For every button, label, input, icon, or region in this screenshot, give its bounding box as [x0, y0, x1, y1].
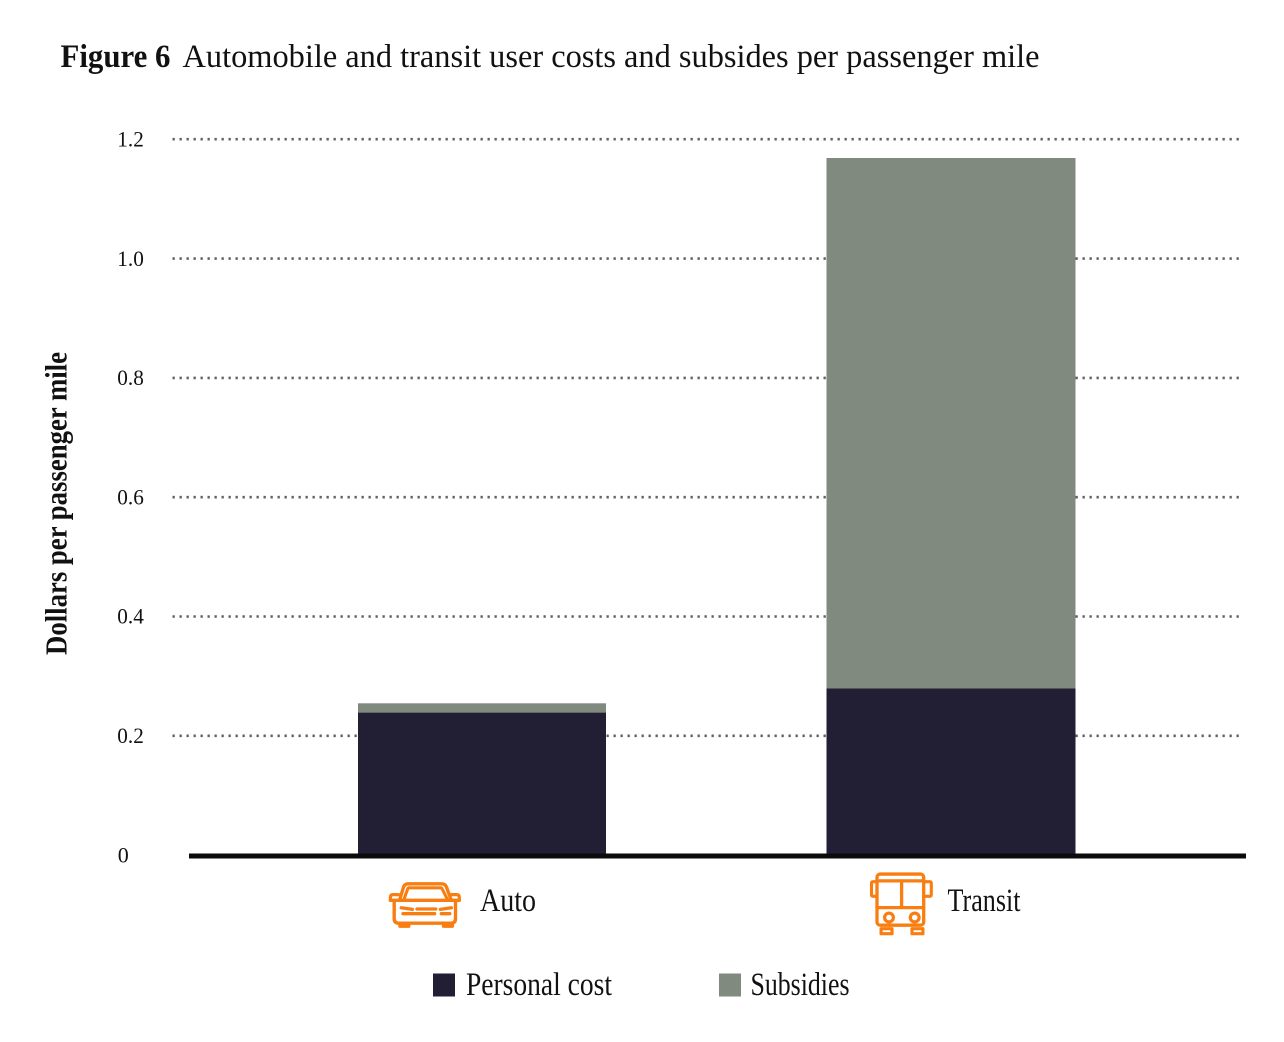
- svg-text:0.8: 0.8: [117, 365, 144, 390]
- svg-text:0.4: 0.4: [117, 604, 144, 629]
- svg-text:0.2: 0.2: [117, 723, 144, 748]
- svg-text:1.0: 1.0: [117, 246, 144, 271]
- svg-text:Figure 6: Figure 6: [61, 39, 171, 75]
- svg-text:1.2: 1.2: [117, 126, 144, 151]
- svg-text:Personal cost: Personal cost: [466, 967, 612, 1003]
- svg-text:0.6: 0.6: [117, 484, 144, 509]
- svg-text:Dollars per passenger mile: Dollars per passenger mile: [39, 352, 74, 655]
- svg-text:Subsidies: Subsidies: [751, 967, 850, 1003]
- svg-text:Automobile and transit user co: Automobile and transit user costs and su…: [183, 39, 1040, 75]
- svg-text:Auto: Auto: [480, 883, 536, 919]
- svg-text:0: 0: [118, 843, 129, 868]
- svg-text:Transit: Transit: [948, 883, 1021, 919]
